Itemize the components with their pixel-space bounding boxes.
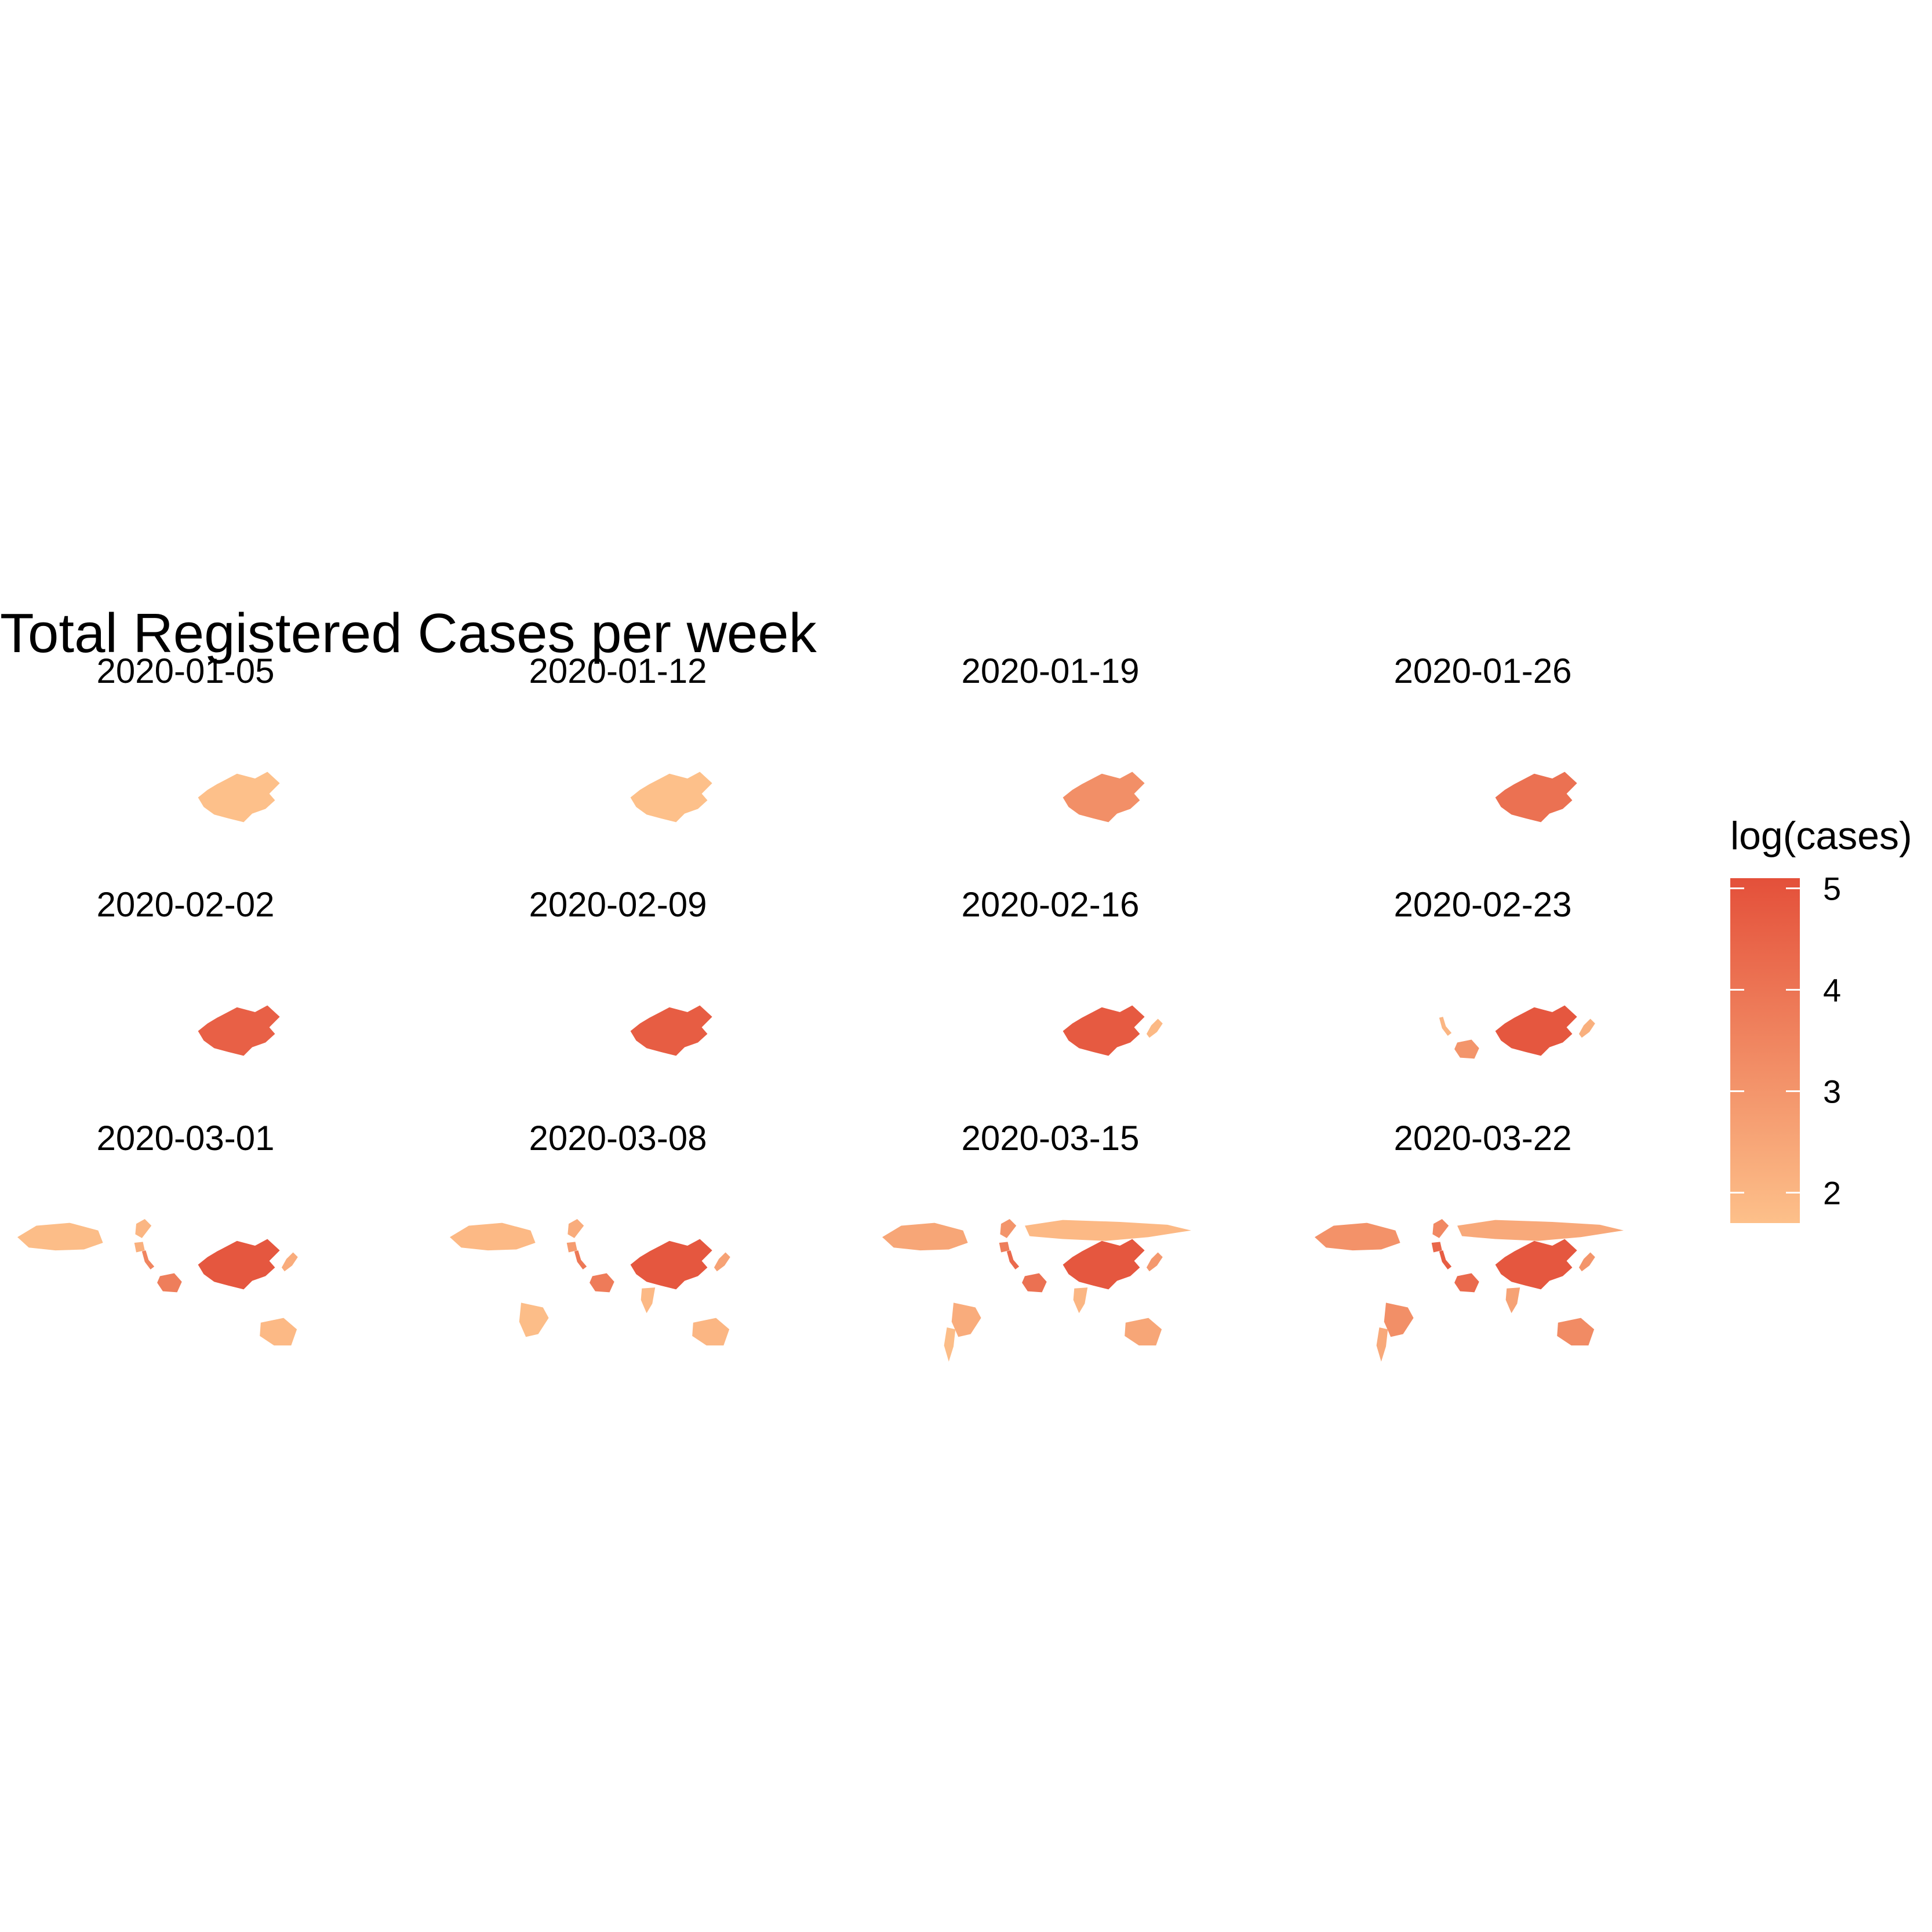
region-germany [999,1242,1010,1253]
region-iran [157,1273,182,1293]
facet-panel-2020-01-26: 2020-01-26 [1394,652,1577,823]
facet-panel-2020-03-01: 2020-03-01 [17,1119,298,1346]
facet-panel-2020-02-23: 2020-02-23 [1394,885,1595,1059]
region-canada [450,1222,536,1251]
region-japan [281,1252,298,1272]
facet-label: 2020-01-12 [529,652,707,690]
region-australia [1557,1318,1595,1346]
region-japan [714,1252,730,1272]
region-china [198,772,280,823]
region-iran [1022,1273,1047,1293]
region-australia [692,1318,730,1346]
region-italy [141,1250,155,1269]
region-norway [1000,1219,1017,1238]
legend-tick-label: 3 [1823,1074,1841,1110]
region-japan [1146,1018,1163,1038]
region-china [1495,1005,1577,1056]
region-australia [1125,1318,1162,1346]
region-argentina [944,1327,956,1362]
legend-tick-label: 4 [1823,972,1841,1009]
facet-grid: 2020-01-05 2020-01-12 2020-01-19 2020-01-26… [17,652,1624,1362]
region-china [630,772,712,823]
legend-colorbar [1730,878,1800,1223]
region-iran [590,1273,614,1293]
region-brazil [519,1302,549,1337]
region-china [1063,1239,1145,1290]
region-germany [1431,1242,1442,1253]
facet-panel-2020-02-16: 2020-02-16 [962,885,1163,1056]
region-italy [1439,1250,1452,1269]
region-russia [1457,1220,1624,1241]
region-italy [574,1250,587,1269]
region-china [198,1239,280,1290]
facet-label: 2020-03-08 [529,1119,707,1158]
legend-tick-label: 2 [1823,1175,1841,1211]
region-china [1495,772,1577,823]
region-norway [567,1219,584,1238]
region-japan [1146,1252,1163,1272]
region-china [198,1005,280,1056]
facet-label: 2020-01-26 [1394,652,1572,690]
facet-label: 2020-02-23 [1394,885,1572,924]
region-germany [566,1242,577,1253]
facet-panel-2020-01-05: 2020-01-05 [97,652,280,823]
region-india [1505,1287,1520,1314]
facet-label: 2020-02-16 [962,885,1140,924]
region-iran [1454,1039,1479,1059]
region-italy [1439,1017,1452,1036]
facet-label: 2020-03-15 [962,1119,1140,1158]
facet-label: 2020-03-01 [97,1119,275,1158]
region-india [1073,1287,1088,1314]
region-germany [134,1242,145,1253]
facet-label: 2020-01-05 [97,652,275,690]
region-russia [1025,1220,1191,1241]
region-china [630,1239,712,1290]
facet-label: 2020-02-09 [529,885,707,924]
facet-panel-2020-03-08: 2020-03-08 [450,1119,730,1346]
legend-tick-label: 5 [1823,871,1841,907]
region-china [1495,1239,1577,1290]
region-iran [1454,1273,1479,1293]
region-italy [1006,1250,1020,1269]
region-canada [882,1222,968,1251]
facet-label: 2020-01-19 [962,652,1140,690]
region-china [630,1005,712,1056]
facet-panel-2020-01-12: 2020-01-12 [529,652,712,823]
facet-panel-2020-02-09: 2020-02-09 [529,885,712,1056]
region-norway [1432,1219,1449,1238]
region-brazil [951,1302,981,1337]
region-norway [135,1219,152,1238]
region-india [641,1287,656,1314]
facet-label: 2020-02-02 [97,885,275,924]
chart-title: Total Registered Cases per week [0,602,817,664]
legend-ticks: 2 3 4 5 [1730,871,1841,1211]
region-argentina [1376,1327,1388,1362]
region-brazil [1384,1302,1414,1337]
facet-panel-2020-03-22: 2020-03-22 [1315,1119,1624,1362]
region-canada [1315,1222,1400,1251]
facet-panel-2020-01-19: 2020-01-19 [962,652,1145,823]
region-canada [17,1222,103,1251]
region-china [1063,1005,1145,1056]
legend-title: log(cases) [1730,814,1912,858]
region-japan [1578,1018,1595,1038]
region-china [1063,772,1145,823]
facet-panel-2020-03-15: 2020-03-15 [882,1119,1191,1362]
facet-panel-2020-02-02: 2020-02-02 [97,885,280,1056]
region-australia [260,1318,297,1346]
region-japan [1578,1252,1595,1272]
color-legend: log(cases) 2 3 4 5 [1730,814,1912,1223]
facet-label: 2020-03-22 [1394,1119,1572,1158]
